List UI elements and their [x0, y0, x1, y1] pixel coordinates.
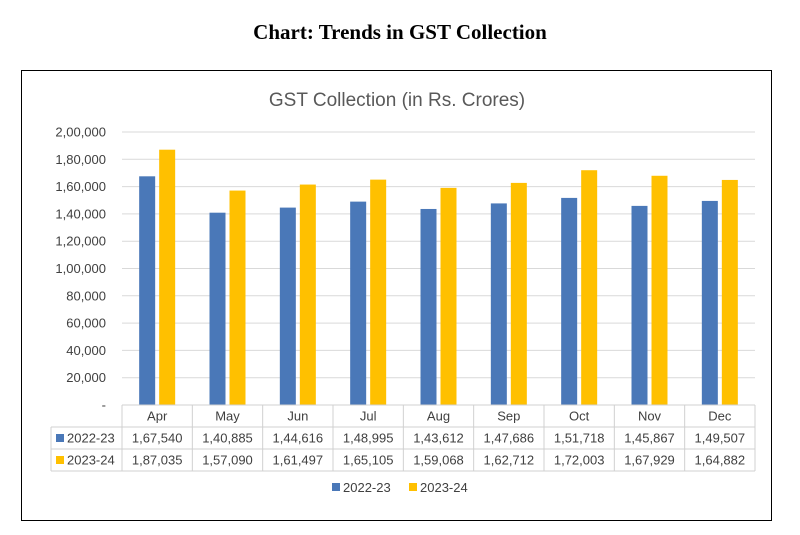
table-cell: 1,51,718 — [554, 431, 605, 446]
x-tick-label: Jul — [360, 409, 377, 424]
chart-title: GST Collection (in Rs. Crores) — [269, 90, 525, 111]
table-series-key — [56, 456, 64, 464]
table-cell: 1,43,612 — [413, 431, 464, 446]
bar-2022-23-Oct — [561, 197, 578, 405]
table-cell: 1,49,507 — [695, 431, 746, 446]
x-tick-label: Nov — [638, 409, 662, 424]
gridlines — [122, 131, 755, 379]
y-tick-label: 80,000 — [66, 288, 106, 303]
y-tick-label: 1,00,000 — [55, 261, 106, 276]
table-cell: 1,47,686 — [484, 431, 535, 446]
y-tick-label: 2,00,000 — [55, 125, 106, 140]
bar-2022-23-May — [209, 212, 226, 405]
bars — [139, 149, 738, 405]
table-series-name: 2022-23 — [67, 431, 115, 446]
table-cell: 1,59,068 — [413, 453, 464, 468]
x-tick-label: Sep — [497, 409, 520, 424]
table-cell: 1,40,885 — [202, 431, 253, 446]
bar-2023-24-Aug — [440, 187, 457, 405]
table-series-name: 2023-24 — [67, 453, 115, 468]
table-series-key — [56, 434, 64, 442]
y-tick-label: 1,40,000 — [55, 206, 106, 221]
bar-2023-24-Apr — [159, 149, 176, 405]
y-tick-label: 60,000 — [66, 316, 106, 331]
x-tick-label: May — [215, 409, 240, 424]
x-tick-label: Oct — [569, 409, 590, 424]
bar-2023-24-May — [229, 190, 246, 405]
legend: 2022-23 2023-24 — [332, 480, 468, 495]
y-tick-label: 1,60,000 — [55, 179, 106, 194]
bar-2022-23-Nov — [631, 205, 648, 405]
y-axis-ticks: - 20,000 40,000 60,000 80,000 1,00,000 1,20,00… — [55, 125, 106, 413]
x-tick-label: Jun — [287, 409, 308, 424]
bar-2022-23-Jun — [279, 207, 296, 405]
table-cell: 1,57,090 — [202, 453, 253, 468]
y-tick-label: 20,000 — [66, 370, 106, 385]
data-table: Apr May Jun Jul Aug Sep Oct Nov Dec 2022-23 1,67,5… — [50, 404, 756, 472]
page-title: Chart: Trends in GST Collection — [253, 20, 547, 44]
table-cell: 1,72,003 — [554, 453, 605, 468]
bar-2022-23-Apr — [139, 176, 156, 405]
x-tick-label: Aug — [427, 409, 450, 424]
x-tick-label: Dec — [708, 409, 732, 424]
y-tick-label: 1,20,000 — [55, 234, 106, 249]
x-tick-label: Apr — [147, 409, 168, 424]
table-cell: 1,67,540 — [132, 431, 183, 446]
bar-2023-24-Oct — [581, 170, 598, 405]
bar-2023-24-Jun — [299, 184, 316, 405]
gst-bar-chart: GST Collection (in Rs. Crores) - 20,000 40… — [50, 90, 756, 495]
table-cell: 1,64,882 — [695, 453, 746, 468]
legend-label: 2023-24 — [420, 480, 468, 495]
table-cell: 1,87,035 — [132, 453, 183, 468]
bar-2022-23-Dec — [701, 200, 718, 405]
table-cell: 1,62,712 — [484, 453, 535, 468]
table-cell: 1,44,616 — [273, 431, 324, 446]
bar-2023-24-Dec — [721, 179, 738, 405]
table-cell: 1,65,105 — [343, 453, 394, 468]
chart-frame: GST Collection (in Rs. Crores) - 20,000 40… — [21, 70, 772, 521]
bar-2023-24-Nov — [651, 175, 668, 405]
bar-2023-24-Sep — [510, 182, 527, 405]
bar-2022-23-Sep — [490, 203, 507, 405]
legend-key — [409, 483, 417, 491]
y-tick-label: 1,80,000 — [55, 152, 106, 167]
table-cell: 1,48,995 — [343, 431, 394, 446]
bar-2022-23-Aug — [420, 208, 437, 405]
legend-label: 2022-23 — [343, 480, 391, 495]
table-cell: 1,67,929 — [624, 453, 675, 468]
legend-key — [332, 483, 340, 491]
table-cell: 1,45,867 — [624, 431, 675, 446]
bar-2022-23-Jul — [350, 201, 367, 405]
table-cell: 1,61,497 — [273, 453, 324, 468]
y-tick-label: 40,000 — [66, 343, 106, 358]
y-tick-label: - — [102, 398, 106, 413]
bar-2023-24-Jul — [370, 179, 387, 405]
